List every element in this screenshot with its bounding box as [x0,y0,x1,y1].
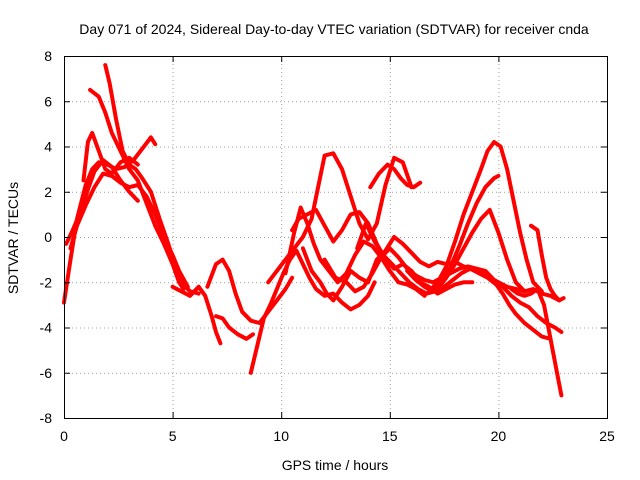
x-tick-label: 25 [599,428,615,444]
series-line-sat-track-20 [435,207,527,294]
series-line-sat-track-21 [509,287,564,398]
chart-title: Day 071 of 2024, Sidereal Day-to-day VTE… [79,21,589,37]
series-line-sat-track-7 [170,284,223,346]
series-line-sat-track-16 [355,221,553,341]
x-axis-label: GPS time / hours [282,457,389,473]
ticks [64,56,608,419]
series-line-sat-track-3 [103,63,201,296]
y-axis-label: SDTVAR / TECUs [5,182,21,294]
series-line-sat-track-9 [214,314,255,341]
series-line-sat-track-11 [266,151,414,285]
x-tick-label: 15 [382,428,398,444]
x-tick-labels: 0 5 10 15 20 25 [60,428,615,444]
series-line-sat-track-2 [88,87,186,291]
y-tick-label: 8 [44,48,52,64]
y-tick-labels: -8 -6 -4 -2 0 2 4 6 8 [40,48,53,426]
series-line-sat-track-12 [283,205,427,298]
y-tick-label: 6 [44,93,52,109]
series-line-sat-track-8 [205,257,295,325]
y-tick-label: 0 [44,229,52,245]
series-line-sat-track-18 [405,173,501,294]
series-line-sat-track-14 [300,235,562,303]
series-line-sat-track-6 [81,130,140,183]
series-line-sat-track-5 [64,158,140,246]
y-tick-label: 4 [44,139,52,155]
y-tick-label: -8 [40,410,53,426]
series-line-sat-track-17 [368,162,423,190]
series-line-sat-track-10 [248,248,377,375]
x-tick-label: 5 [169,428,177,444]
series-group [62,63,566,398]
x-tick-label: 10 [273,428,289,444]
y-tick-label: -4 [40,320,53,336]
y-tick-label: -2 [40,274,53,290]
series-line-sat-track-22 [529,223,566,303]
series-line-sat-track-4 [68,171,190,289]
x-tick-label: 0 [60,428,68,444]
y-tick-label: -6 [40,365,53,381]
x-tick-label: 20 [491,428,507,444]
series-line-sat-track-19 [426,140,544,294]
y-tick-label: 2 [44,184,52,200]
